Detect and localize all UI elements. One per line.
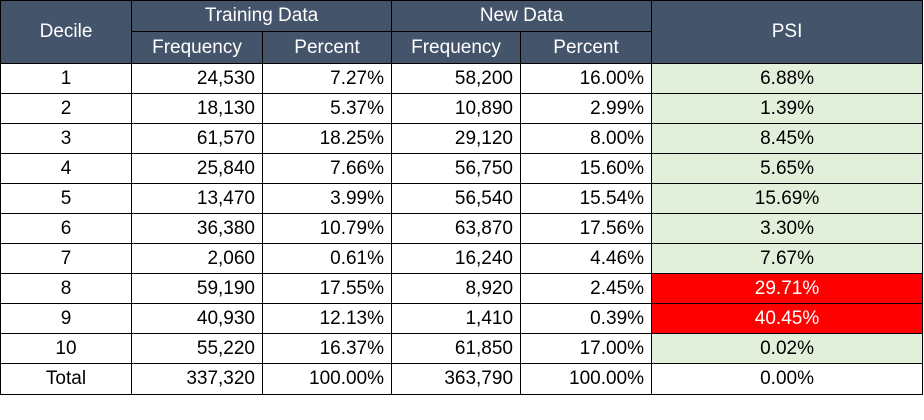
new-percent-cell: 4.46% bbox=[520, 243, 653, 274]
psi-cell: 6.88% bbox=[651, 63, 924, 94]
training-percent-cell: 3.99% bbox=[261, 183, 393, 214]
header-training-percent: Percent bbox=[261, 31, 393, 64]
training-frequency-cell: 25,840 bbox=[131, 153, 263, 184]
decile-cell: 6 bbox=[0, 213, 132, 244]
psi-cell: 8.45% bbox=[651, 123, 924, 154]
new-percent-cell: 2.99% bbox=[520, 93, 653, 124]
decile-cell: 10 bbox=[0, 333, 132, 364]
new-percent-cell: 0.39% bbox=[520, 303, 653, 334]
training-frequency-cell: 55,220 bbox=[131, 333, 263, 364]
table-row: 5 13,470 3.99% 56,540 15.54% 15.69% bbox=[0, 183, 924, 214]
new-frequency-cell: 363,790 bbox=[391, 363, 522, 395]
training-frequency-cell: 2,060 bbox=[131, 243, 263, 274]
training-percent-cell: 100.00% bbox=[261, 363, 393, 395]
new-percent-cell: 8.00% bbox=[520, 123, 653, 154]
new-percent-cell: 16.00% bbox=[520, 63, 653, 94]
decile-cell: 9 bbox=[0, 303, 132, 334]
training-percent-cell: 7.27% bbox=[261, 63, 393, 94]
header-row-subcolumns: Frequency Percent Frequency Percent bbox=[1, 31, 923, 64]
psi-cell: 3.30% bbox=[651, 213, 924, 244]
decile-cell: 3 bbox=[0, 123, 132, 154]
training-frequency-cell: 61,570 bbox=[131, 123, 263, 154]
decile-cell: 5 bbox=[0, 183, 132, 214]
new-frequency-cell: 29,120 bbox=[391, 123, 522, 154]
table-row: 9 40,930 12.13% 1,410 0.39% 40.45% bbox=[0, 303, 924, 334]
psi-cell: 1.39% bbox=[651, 93, 924, 124]
training-frequency-cell: 24,530 bbox=[131, 63, 263, 94]
new-percent-cell: 17.00% bbox=[520, 333, 653, 364]
training-frequency-cell: 13,470 bbox=[131, 183, 263, 214]
header-psi: PSI bbox=[651, 0, 924, 64]
decile-cell: 4 bbox=[0, 153, 132, 184]
table-row: 6 36,380 10.79% 63,870 17.56% 3.30% bbox=[0, 213, 924, 244]
decile-cell: 1 bbox=[0, 63, 132, 94]
new-percent-cell: 100.00% bbox=[520, 363, 653, 395]
psi-cell: 29.71% bbox=[651, 273, 924, 304]
psi-cell: 0.00% bbox=[651, 363, 924, 395]
table-header: Decile Training Data New Data PSI Freque… bbox=[0, 0, 924, 64]
header-new-frequency: Frequency bbox=[391, 31, 522, 64]
decile-cell: Total bbox=[0, 363, 132, 395]
header-training-data: Training Data bbox=[130, 0, 393, 32]
training-frequency-cell: 40,930 bbox=[131, 303, 263, 334]
decile-cell: 2 bbox=[0, 93, 132, 124]
new-frequency-cell: 1,410 bbox=[391, 303, 522, 334]
header-training-frequency: Frequency bbox=[131, 31, 263, 64]
new-frequency-cell: 63,870 bbox=[391, 213, 522, 244]
psi-cell: 0.02% bbox=[651, 333, 924, 364]
decile-cell: 8 bbox=[0, 273, 132, 304]
table-row: 8 59,190 17.55% 8,920 2.45% 29.71% bbox=[0, 273, 924, 304]
new-percent-cell: 15.54% bbox=[520, 183, 653, 214]
training-percent-cell: 7.66% bbox=[261, 153, 393, 184]
psi-cell: 7.67% bbox=[651, 243, 924, 274]
header-new-data: New Data bbox=[391, 0, 653, 32]
table-row: 1 24,530 7.27% 58,200 16.00% 6.88% bbox=[0, 63, 924, 94]
training-frequency-cell: 18,130 bbox=[131, 93, 263, 124]
header-row-groups: Decile Training Data New Data PSI bbox=[0, 0, 924, 64]
table-row: 7 2,060 0.61% 16,240 4.46% 7.67% bbox=[0, 243, 924, 274]
table-row: 3 61,570 18.25% 29,120 8.00% 8.45% bbox=[0, 123, 924, 154]
new-percent-cell: 15.60% bbox=[520, 153, 653, 184]
training-frequency-cell: 59,190 bbox=[131, 273, 263, 304]
psi-cell: 15.69% bbox=[651, 183, 924, 214]
new-frequency-cell: 8,920 bbox=[391, 273, 522, 304]
new-percent-cell: 17.56% bbox=[520, 213, 653, 244]
training-percent-cell: 18.25% bbox=[261, 123, 393, 154]
table-body: 1 24,530 7.27% 58,200 16.00% 6.88% 2 18,130 5.37… bbox=[0, 63, 924, 395]
training-percent-cell: 17.55% bbox=[261, 273, 393, 304]
table-row: 4 25,840 7.66% 56,750 15.60% 5.65% bbox=[0, 153, 924, 184]
psi-cell: 40.45% bbox=[651, 303, 924, 334]
training-percent-cell: 12.13% bbox=[261, 303, 393, 334]
header-new-percent: Percent bbox=[520, 31, 653, 64]
new-frequency-cell: 58,200 bbox=[391, 63, 522, 94]
psi-cell: 5.65% bbox=[651, 153, 924, 184]
total-row: Total 337,320 100.00% 363,790 100.00% 0.00% bbox=[0, 363, 924, 395]
table-row: 2 18,130 5.37% 10,890 2.99% 1.39% bbox=[0, 93, 924, 124]
table-row: 10 55,220 16.37% 61,850 17.00% 0.02% bbox=[0, 333, 924, 364]
training-frequency-cell: 337,320 bbox=[131, 363, 263, 395]
new-frequency-cell: 56,540 bbox=[391, 183, 522, 214]
new-frequency-cell: 16,240 bbox=[391, 243, 522, 274]
training-percent-cell: 5.37% bbox=[261, 93, 393, 124]
psi-table: Decile Training Data New Data PSI Freque… bbox=[0, 0, 924, 395]
training-percent-cell: 16.37% bbox=[261, 333, 393, 364]
training-percent-cell: 10.79% bbox=[261, 213, 393, 244]
header-decile: Decile bbox=[0, 0, 132, 64]
new-frequency-cell: 10,890 bbox=[391, 93, 522, 124]
decile-cell: 7 bbox=[0, 243, 132, 274]
training-frequency-cell: 36,380 bbox=[131, 213, 263, 244]
new-frequency-cell: 61,850 bbox=[391, 333, 522, 364]
training-percent-cell: 0.61% bbox=[261, 243, 393, 274]
new-percent-cell: 2.45% bbox=[520, 273, 653, 304]
new-frequency-cell: 56,750 bbox=[391, 153, 522, 184]
